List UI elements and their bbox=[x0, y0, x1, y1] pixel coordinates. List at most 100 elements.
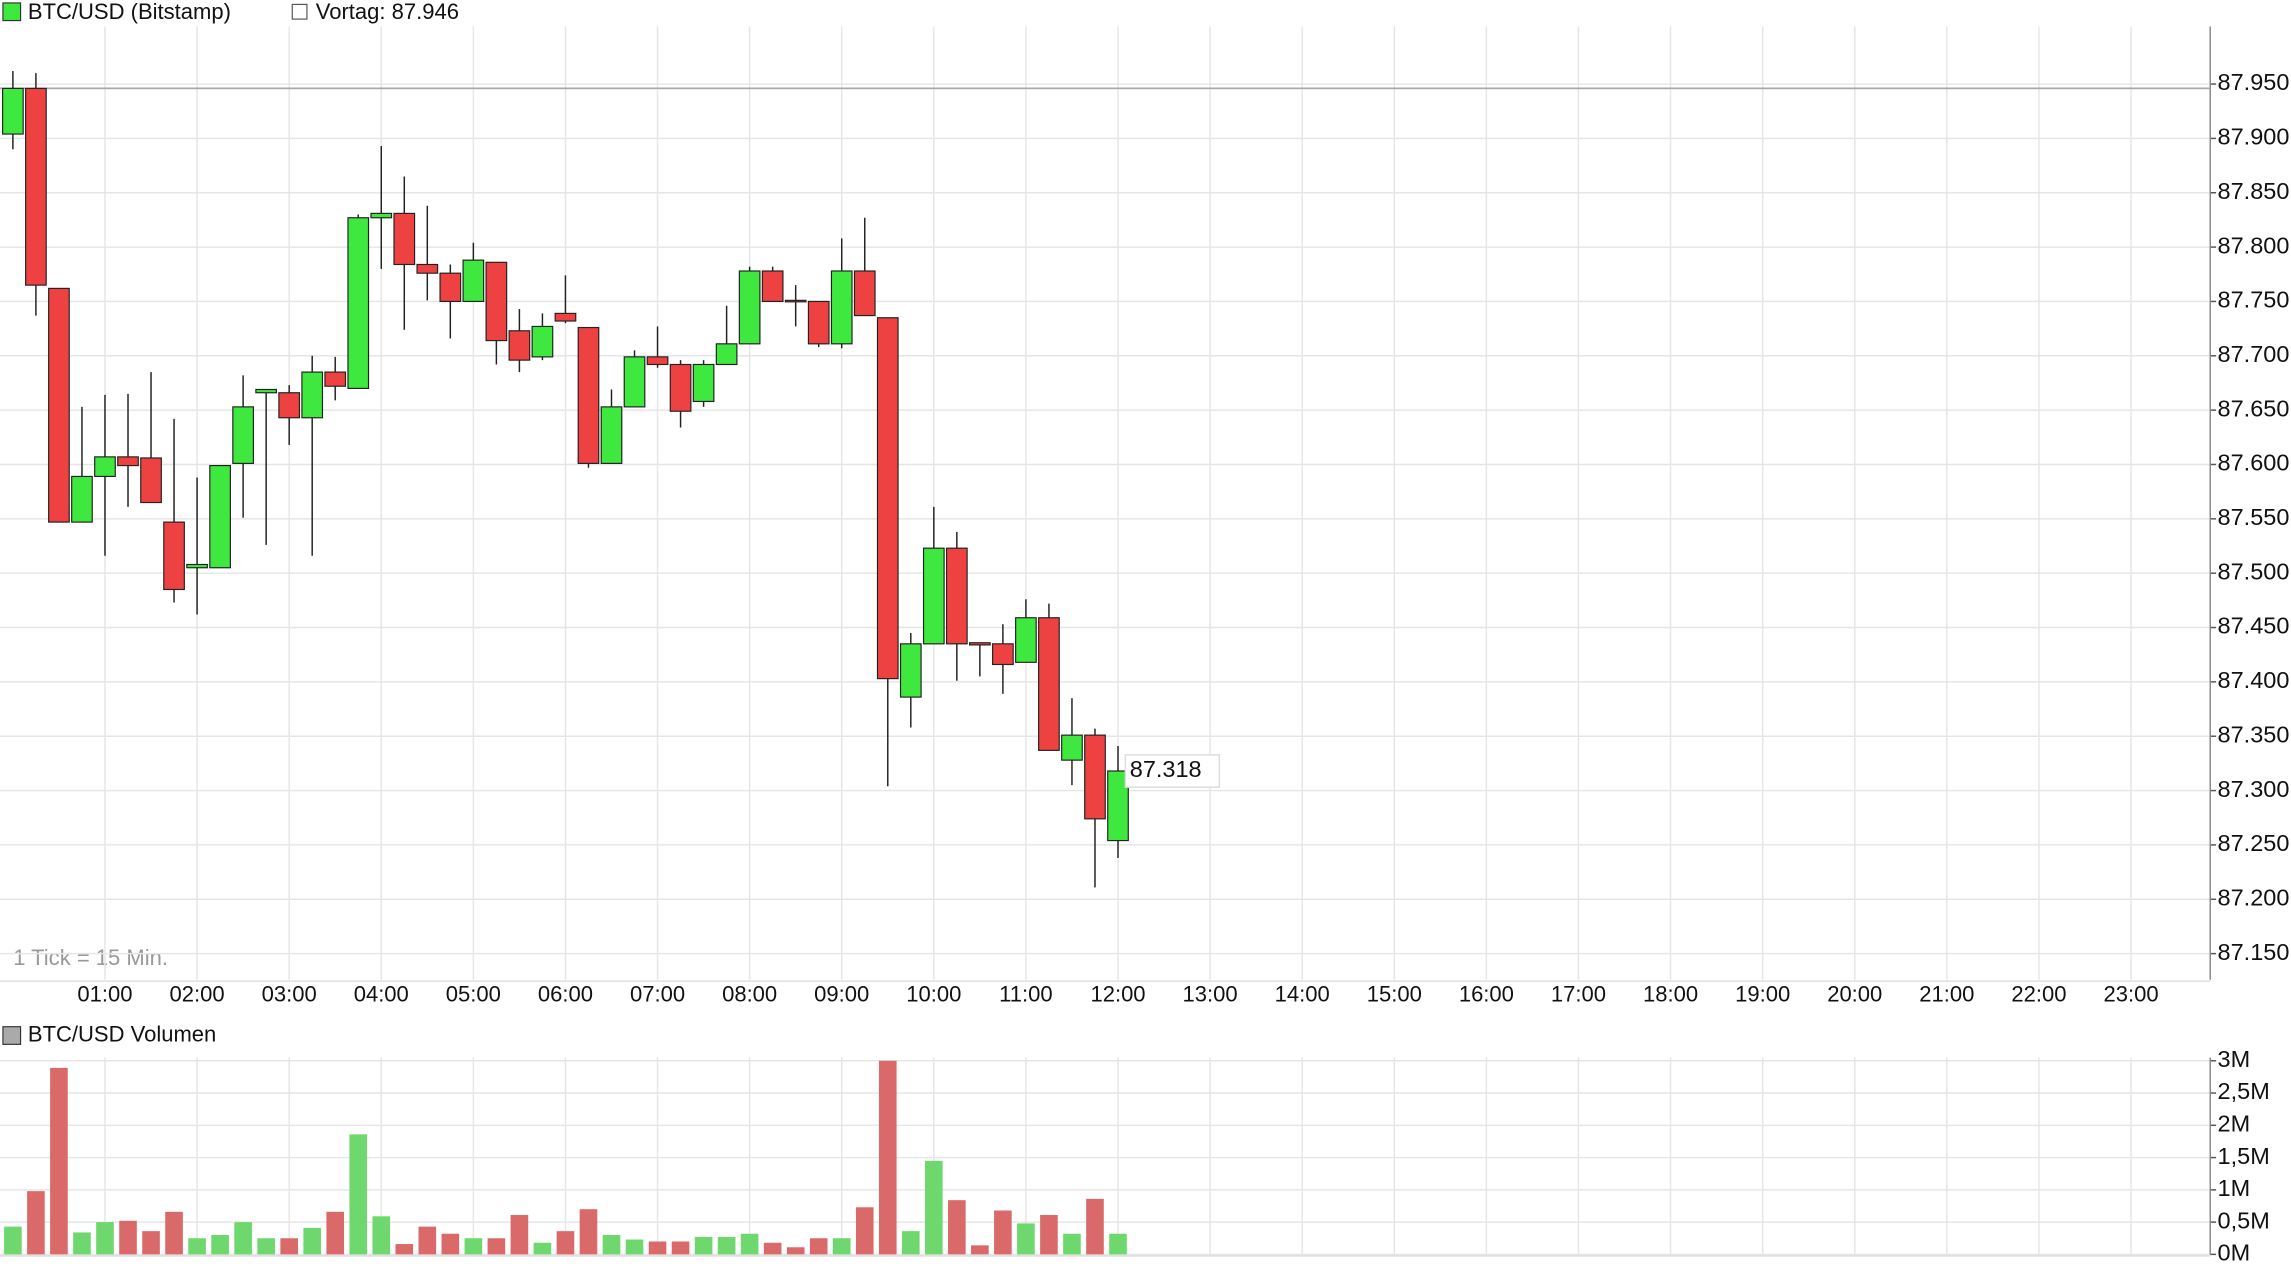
y-tick-label: 87.850 bbox=[2218, 178, 2290, 204]
x-tick-label: 09:00 bbox=[814, 982, 869, 1007]
volume-bar bbox=[234, 1222, 252, 1255]
volume-bar bbox=[165, 1211, 183, 1255]
candle-body bbox=[830, 270, 853, 345]
candle-body bbox=[992, 643, 1014, 666]
candle-body bbox=[485, 261, 508, 342]
volume-bar bbox=[556, 1231, 575, 1255]
x-tick-label: 23:00 bbox=[2103, 982, 2158, 1007]
candle-body bbox=[969, 642, 991, 646]
candle-body bbox=[209, 464, 231, 569]
candle-body bbox=[370, 212, 393, 219]
candle-body bbox=[71, 475, 93, 523]
candle-body bbox=[1084, 734, 1106, 820]
last-price-box bbox=[1124, 754, 1221, 788]
y-tick-label: 87.750 bbox=[2218, 287, 2290, 313]
candle-body bbox=[577, 326, 600, 464]
y-tick-label: 87.250 bbox=[2218, 830, 2290, 856]
x-tick-label: 06:00 bbox=[538, 982, 593, 1007]
candle-body bbox=[646, 356, 669, 366]
candle-body bbox=[761, 270, 784, 303]
volume-bar bbox=[487, 1238, 506, 1255]
candle-body bbox=[1038, 617, 1060, 751]
volume-bar bbox=[925, 1160, 943, 1255]
y-tick-label: 87.200 bbox=[2218, 884, 2290, 910]
candle-body bbox=[255, 388, 278, 394]
candle-body bbox=[600, 406, 623, 464]
candle-body bbox=[48, 287, 70, 523]
y-tick-label: 2M bbox=[2218, 1111, 2251, 1137]
y-tick-label: 87.900 bbox=[2218, 124, 2290, 150]
candle-body bbox=[232, 406, 254, 464]
volume-bar bbox=[971, 1245, 989, 1255]
candle-body bbox=[784, 299, 807, 303]
candle-body bbox=[416, 263, 439, 274]
candle-body bbox=[25, 87, 47, 286]
y-tick-label: 1M bbox=[2218, 1175, 2251, 1201]
volume-bar bbox=[119, 1220, 137, 1255]
candle-body bbox=[1015, 617, 1037, 663]
candle-body bbox=[347, 217, 370, 389]
x-tick-label: 04:00 bbox=[354, 982, 409, 1007]
candle-body bbox=[462, 259, 485, 303]
x-tick-label: 08:00 bbox=[722, 982, 777, 1007]
volume-bar bbox=[602, 1235, 621, 1255]
volume-bar bbox=[625, 1239, 644, 1255]
y-tick-label: 87.150 bbox=[2218, 939, 2290, 965]
candle-body bbox=[163, 521, 185, 591]
volume-bar bbox=[786, 1247, 805, 1255]
volume-bar bbox=[1086, 1198, 1104, 1255]
volume-bar bbox=[4, 1226, 22, 1255]
y-tick-label: 87.450 bbox=[2218, 613, 2290, 639]
candle-body bbox=[945, 547, 968, 645]
last-price-label: 87.318 bbox=[1130, 756, 1202, 782]
x-tick-label: 17:00 bbox=[1551, 982, 1606, 1007]
candle-body bbox=[807, 300, 830, 345]
volume-bar bbox=[855, 1207, 874, 1255]
volume-bar bbox=[1109, 1233, 1127, 1255]
candle-body bbox=[692, 363, 715, 403]
y-tick-label: 87.800 bbox=[2218, 232, 2290, 258]
candle-body bbox=[439, 272, 462, 303]
candle-body bbox=[738, 270, 761, 345]
legend-swatch bbox=[291, 3, 308, 20]
volume-bar bbox=[188, 1238, 206, 1255]
y-tick-label: 87.950 bbox=[2218, 69, 2290, 95]
volume-bar bbox=[648, 1241, 667, 1255]
x-tick-label: 01:00 bbox=[77, 982, 132, 1007]
volume-bar bbox=[326, 1211, 345, 1255]
x-tick-label: 18:00 bbox=[1643, 982, 1698, 1007]
candle-body bbox=[554, 312, 577, 322]
volume-bar bbox=[303, 1227, 322, 1255]
volume-bar bbox=[349, 1134, 368, 1255]
y-tick-label: 3M bbox=[2218, 1046, 2251, 1072]
volume-bar bbox=[901, 1231, 920, 1255]
volume-bar bbox=[510, 1215, 529, 1255]
volume-bar bbox=[717, 1236, 736, 1255]
x-tick-label: 10:00 bbox=[906, 982, 961, 1007]
x-tick-label: 07:00 bbox=[630, 982, 685, 1007]
x-tick-label: 05:00 bbox=[446, 982, 501, 1007]
volume-bar bbox=[211, 1235, 229, 1255]
volume-bar bbox=[280, 1238, 298, 1255]
volume-bar bbox=[809, 1238, 828, 1255]
x-tick-label: 02:00 bbox=[170, 982, 225, 1007]
volume-bar bbox=[994, 1210, 1012, 1255]
candle-body bbox=[531, 325, 554, 358]
candle-body bbox=[623, 356, 646, 408]
legend-swatch bbox=[2, 1026, 22, 1045]
volume-bar bbox=[96, 1222, 114, 1255]
y-tick-label: 87.400 bbox=[2218, 667, 2290, 693]
y-tick-label: 87.350 bbox=[2218, 721, 2290, 747]
volume-bar bbox=[533, 1242, 552, 1255]
candle-body bbox=[186, 563, 208, 569]
candle-body bbox=[1061, 734, 1083, 761]
volume-bar bbox=[464, 1238, 483, 1255]
candle-body bbox=[94, 456, 116, 478]
x-tick-label: 21:00 bbox=[1919, 982, 1974, 1007]
volume-bar bbox=[418, 1226, 437, 1255]
candle-body bbox=[2, 87, 24, 135]
volume-bar bbox=[257, 1238, 275, 1255]
volume-bar bbox=[27, 1191, 45, 1255]
y-tick-label: 87.500 bbox=[2218, 558, 2290, 584]
volume-bar bbox=[694, 1236, 713, 1255]
